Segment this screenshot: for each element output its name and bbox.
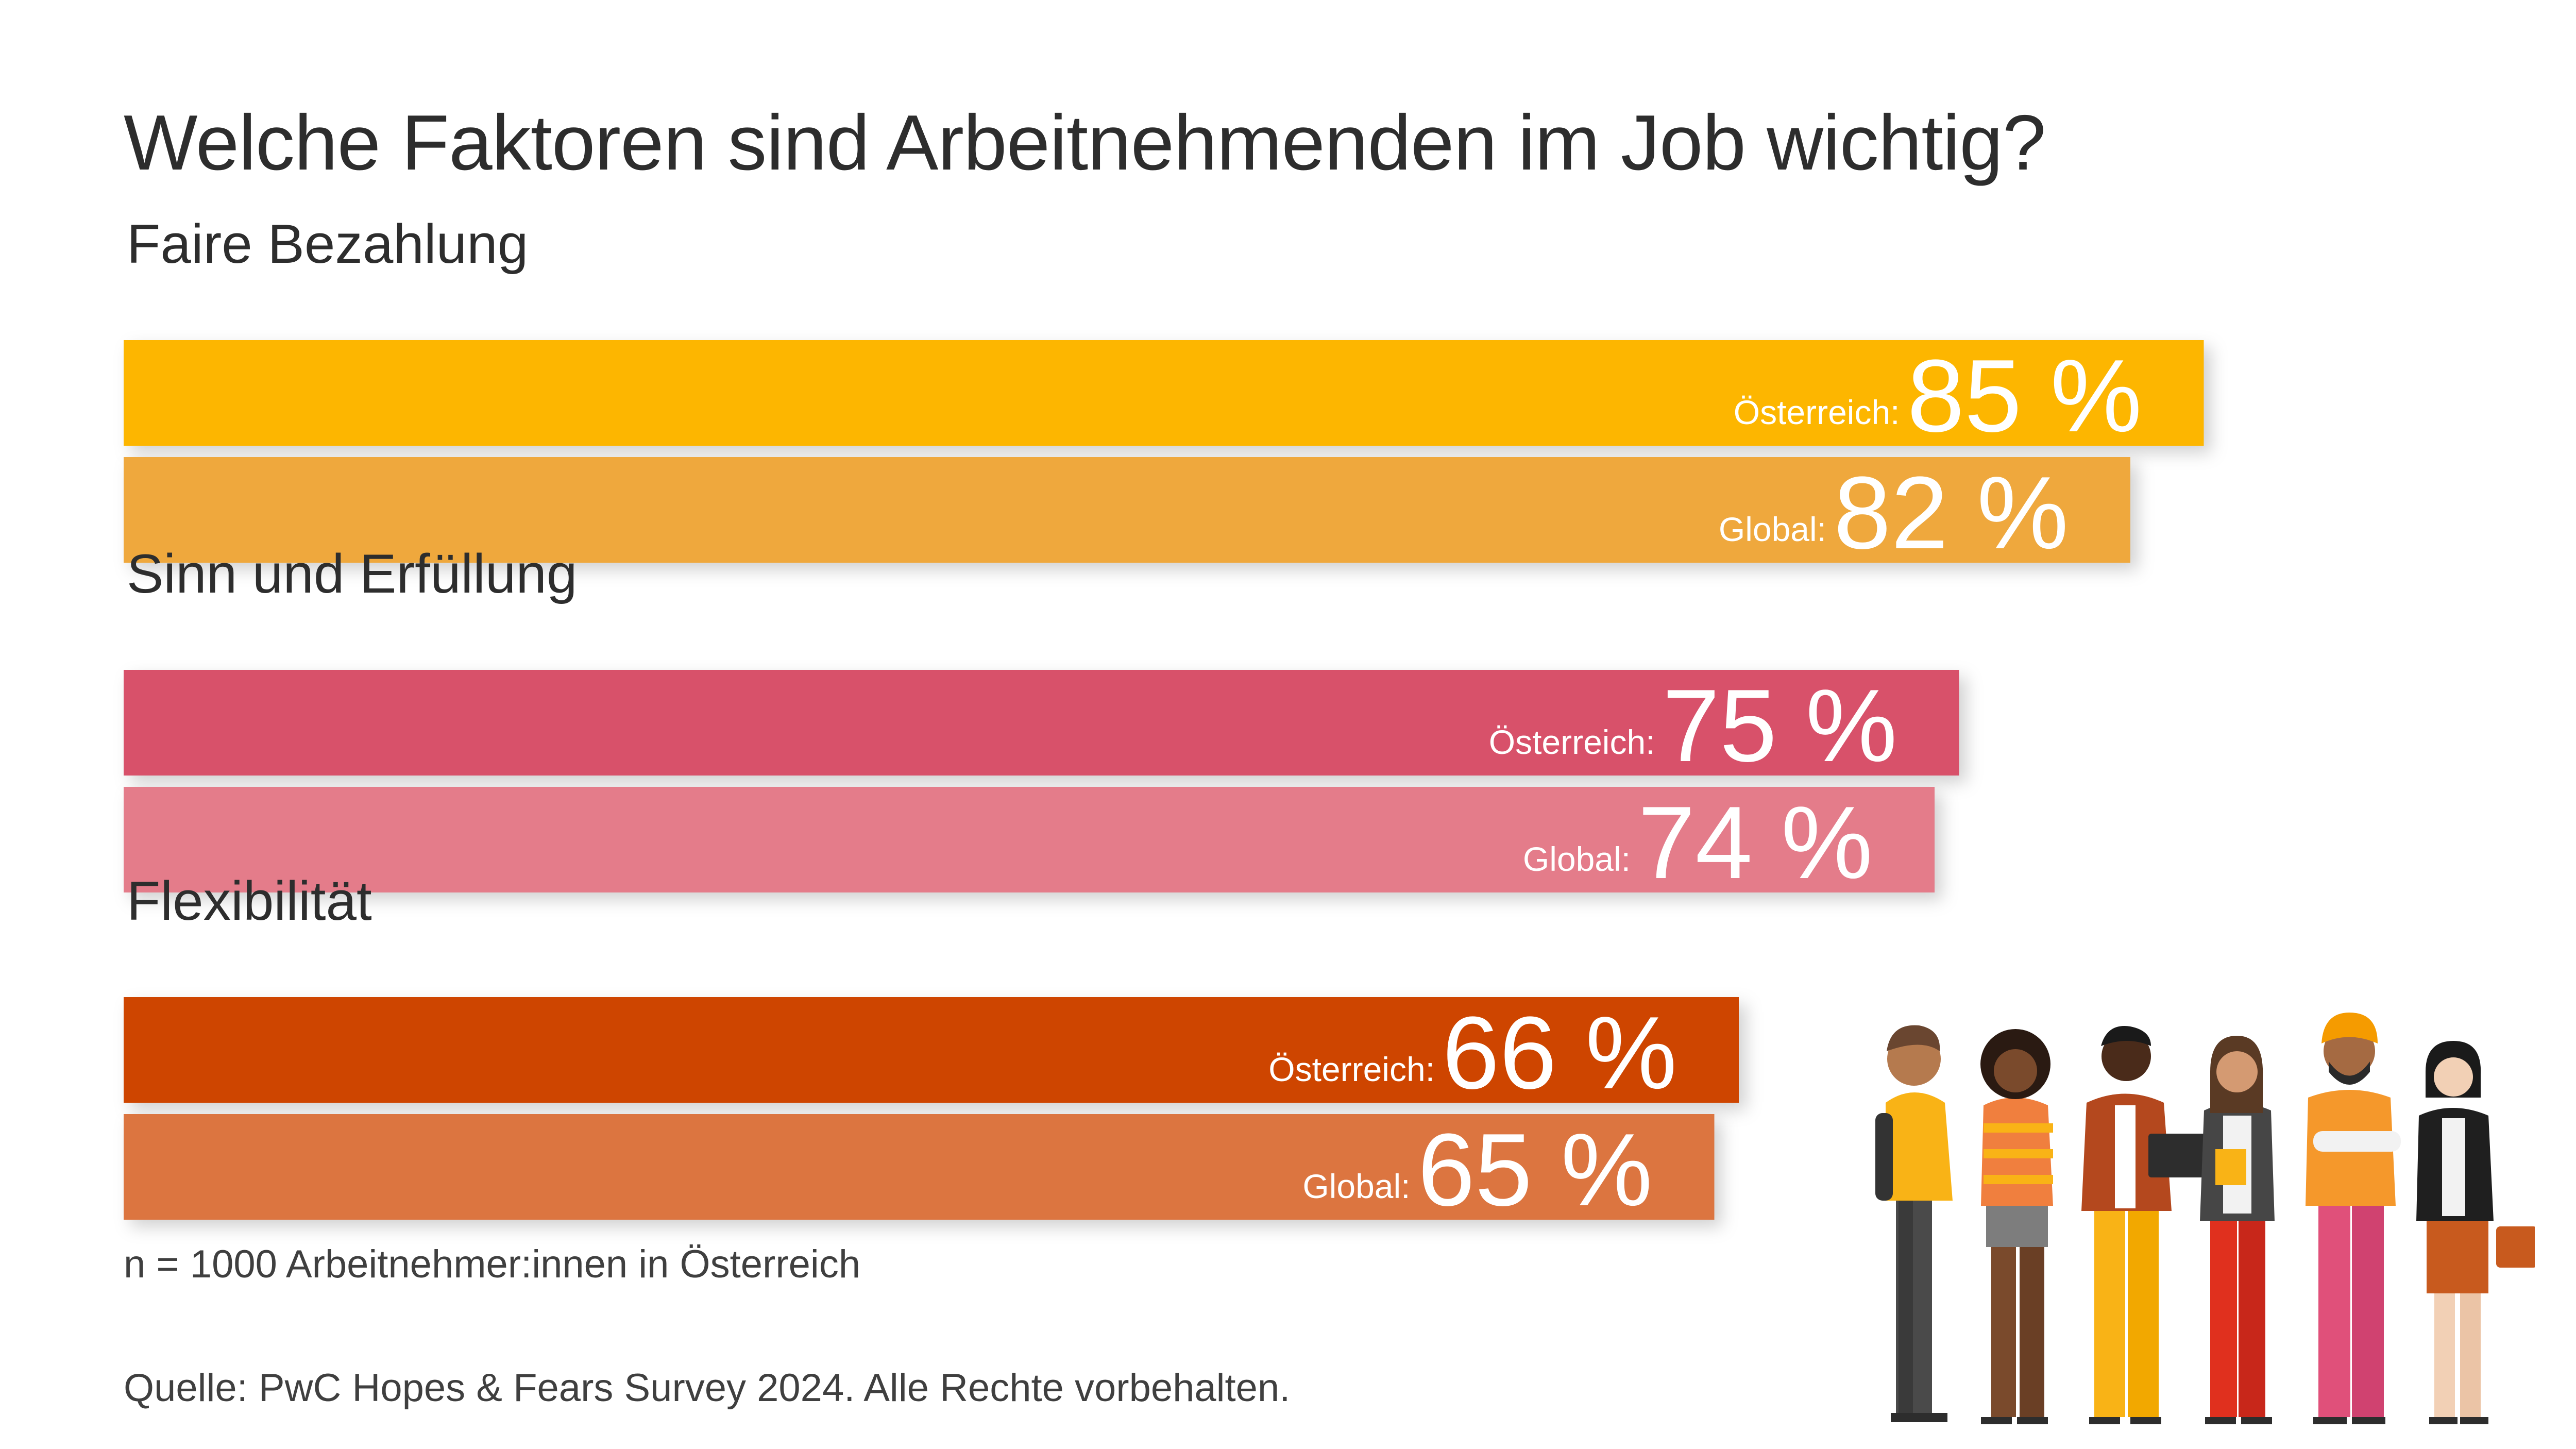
person-2-figure (1980, 1029, 2053, 1424)
person-4-figure (2200, 1036, 2275, 1424)
series-label: Global: (1719, 510, 1826, 548)
bar-global (124, 457, 2130, 563)
category-label: Sinn und Erfüllung (127, 543, 577, 604)
sample-size-note: n = 1000 Arbeitnehmer:innen in Österreic… (124, 1242, 861, 1286)
group-of-diverse-workers-illustration (1875, 1013, 2535, 1424)
bar-oesterreich (124, 997, 1739, 1103)
source-note: Quelle: PwC Hopes & Fears Survey 2024. A… (124, 1366, 1291, 1410)
value-label: 65 % (1418, 1113, 1653, 1227)
bar-oesterreich (124, 670, 1959, 776)
value-label: 75 % (1663, 668, 1897, 783)
value-label: 66 % (1442, 996, 1677, 1110)
bar-global (124, 787, 1935, 892)
value-label: 85 % (1907, 339, 2142, 453)
category-label: Faire Bezahlung (127, 213, 528, 275)
series-label: Global: (1523, 840, 1631, 878)
value-label: 74 % (1638, 785, 1873, 900)
category-label: Flexibilität (127, 870, 372, 932)
series-label: Österreich: (1268, 1050, 1435, 1088)
person-1-figure (1875, 1025, 1953, 1422)
series-label: Österreich: (1734, 393, 1900, 431)
person-5-figure (2306, 1013, 2401, 1424)
series-label: Global: (1302, 1167, 1410, 1205)
series-label: Österreich: (1489, 723, 1655, 761)
person-3-figure (2081, 1026, 2210, 1424)
value-label: 82 % (1834, 456, 2069, 570)
bar-global (124, 1114, 1715, 1220)
chart-title: Welche Faktoren sind Arbeitnehmenden im … (124, 99, 2046, 187)
bar-oesterreich (124, 340, 2204, 446)
person-6-figure (2416, 1041, 2535, 1424)
